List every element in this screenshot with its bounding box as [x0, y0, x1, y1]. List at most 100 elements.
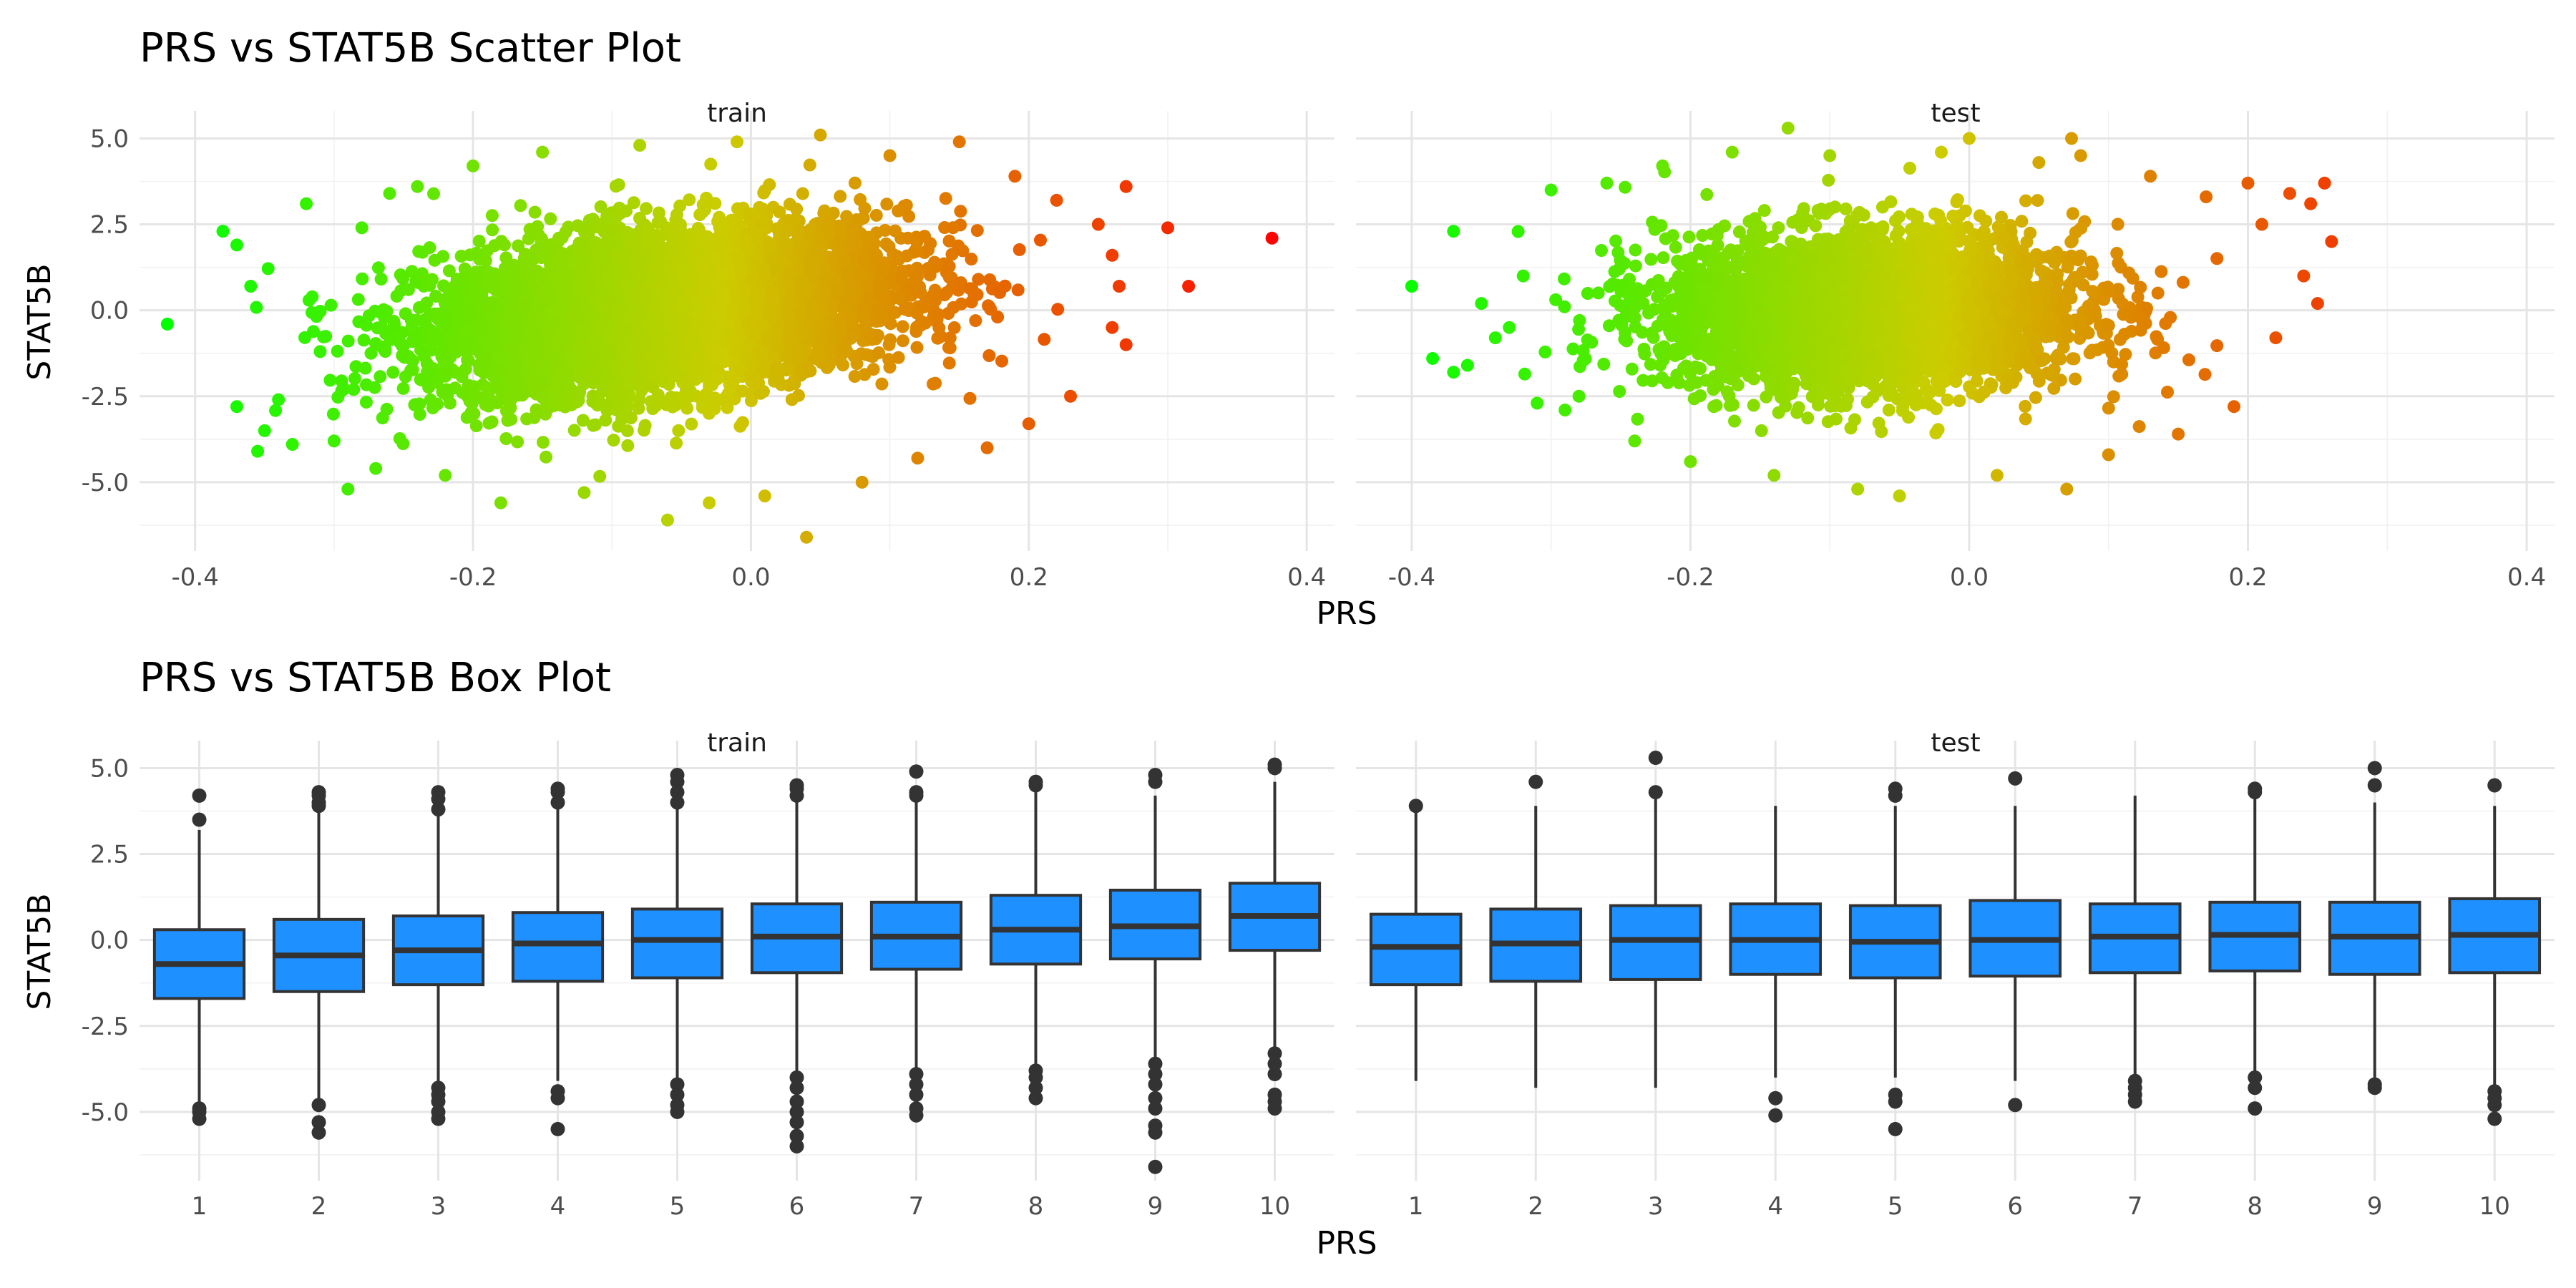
cloud-point [896, 320, 909, 333]
cloud-point [733, 419, 747, 433]
cloud-point [469, 419, 483, 433]
cloud-point [485, 415, 499, 429]
cloud-point [388, 321, 401, 333]
cloud-point [708, 402, 721, 416]
cloud-point [409, 398, 421, 411]
cloud-point [377, 303, 391, 316]
cloud-point [911, 270, 924, 283]
cloud-point [587, 419, 600, 432]
cloud-point [317, 330, 331, 343]
cloud-point [947, 221, 960, 235]
cloud-point [844, 240, 857, 253]
cloud-point [850, 357, 864, 371]
cloud-point [371, 261, 385, 275]
cloud-point [454, 250, 468, 263]
cloud-point [844, 331, 857, 345]
scatter-x-axis-title: PRS [1316, 595, 1377, 632]
cloud-point [721, 401, 734, 414]
cloud-point [623, 238, 637, 251]
cloud-point [696, 205, 710, 218]
cloud-point [880, 197, 894, 211]
cloud-point [504, 393, 518, 406]
cloud-point [380, 402, 394, 416]
cloud-point [875, 311, 889, 324]
cloud-point [627, 196, 640, 210]
cloud-point [771, 263, 785, 276]
cloud-point [995, 354, 1008, 368]
cloud-point [567, 258, 580, 271]
cloud-point [875, 266, 889, 280]
cloud-point [954, 205, 967, 218]
cloud-point [646, 380, 660, 394]
cloud-point [883, 361, 897, 374]
cloud-point [565, 383, 578, 396]
cloud-point [507, 363, 521, 376]
cloud-point [889, 224, 902, 238]
cloud-point [796, 327, 810, 341]
cloud-point [431, 397, 444, 411]
cloud-point [632, 401, 645, 415]
cloud-point [479, 254, 492, 268]
cloud-point [356, 272, 369, 286]
cloud-point [414, 343, 427, 357]
cloud-point [862, 230, 876, 244]
cloud-point [375, 340, 389, 353]
cloud-point [892, 291, 905, 304]
cloud-point [612, 178, 625, 192]
cloud-point [396, 437, 410, 451]
cloud-point [540, 450, 552, 464]
cloud-point [348, 371, 361, 385]
cloud-point [528, 205, 542, 219]
cloud-point [909, 243, 923, 256]
cloud-point [969, 314, 982, 328]
cloud-point [261, 262, 275, 275]
cloud-point [544, 212, 557, 225]
scatter-panel-train: train -5.0-2.50.02.55.0 -0.4 -0.2 0.0 0.2 0.… [82, 99, 1335, 592]
cloud-point [758, 184, 771, 197]
cloud-point [696, 397, 709, 411]
cloud-point [1051, 303, 1065, 316]
cloud-point [640, 202, 653, 215]
cloud-point [902, 210, 916, 223]
cloud-point [848, 176, 862, 190]
cloud-point [965, 253, 978, 266]
cloud-point [752, 376, 766, 390]
cloud-point [512, 239, 525, 253]
cloud-point [788, 377, 801, 390]
cloud-point [450, 273, 464, 286]
cloud-point [726, 307, 739, 321]
cloud-point [424, 338, 437, 352]
cloud-point [875, 377, 889, 391]
cloud-point [972, 273, 985, 286]
cloud-point [546, 293, 559, 306]
cloud-point [773, 205, 786, 219]
cloud-point [755, 346, 769, 359]
cloud-point [922, 243, 935, 257]
cloud-point [1011, 283, 1025, 297]
cloud-point [931, 331, 945, 345]
cloud-point [837, 254, 851, 268]
cloud-point [645, 395, 658, 409]
cloud-point [492, 351, 505, 364]
cloud-point [672, 424, 686, 437]
cloud-point [542, 323, 556, 336]
cloud-point [613, 400, 626, 414]
cloud-point [790, 203, 804, 216]
cloud-point [536, 391, 550, 404]
cloud-point [519, 251, 533, 264]
cloud-point [848, 370, 862, 383]
cloud-point [859, 348, 873, 361]
cloud-point [621, 439, 635, 452]
cloud-point [599, 414, 613, 427]
cloud-point [867, 363, 880, 376]
cloud-point [982, 300, 996, 313]
cloud-point [481, 381, 494, 395]
cloud-point [503, 413, 517, 426]
cloud-point [932, 308, 945, 321]
cloud-point [360, 378, 373, 391]
cloud-point [364, 346, 378, 360]
cloud-point [685, 417, 698, 431]
cloud-point [499, 271, 513, 285]
cloud-point [522, 232, 535, 245]
cloud-point [567, 424, 581, 437]
